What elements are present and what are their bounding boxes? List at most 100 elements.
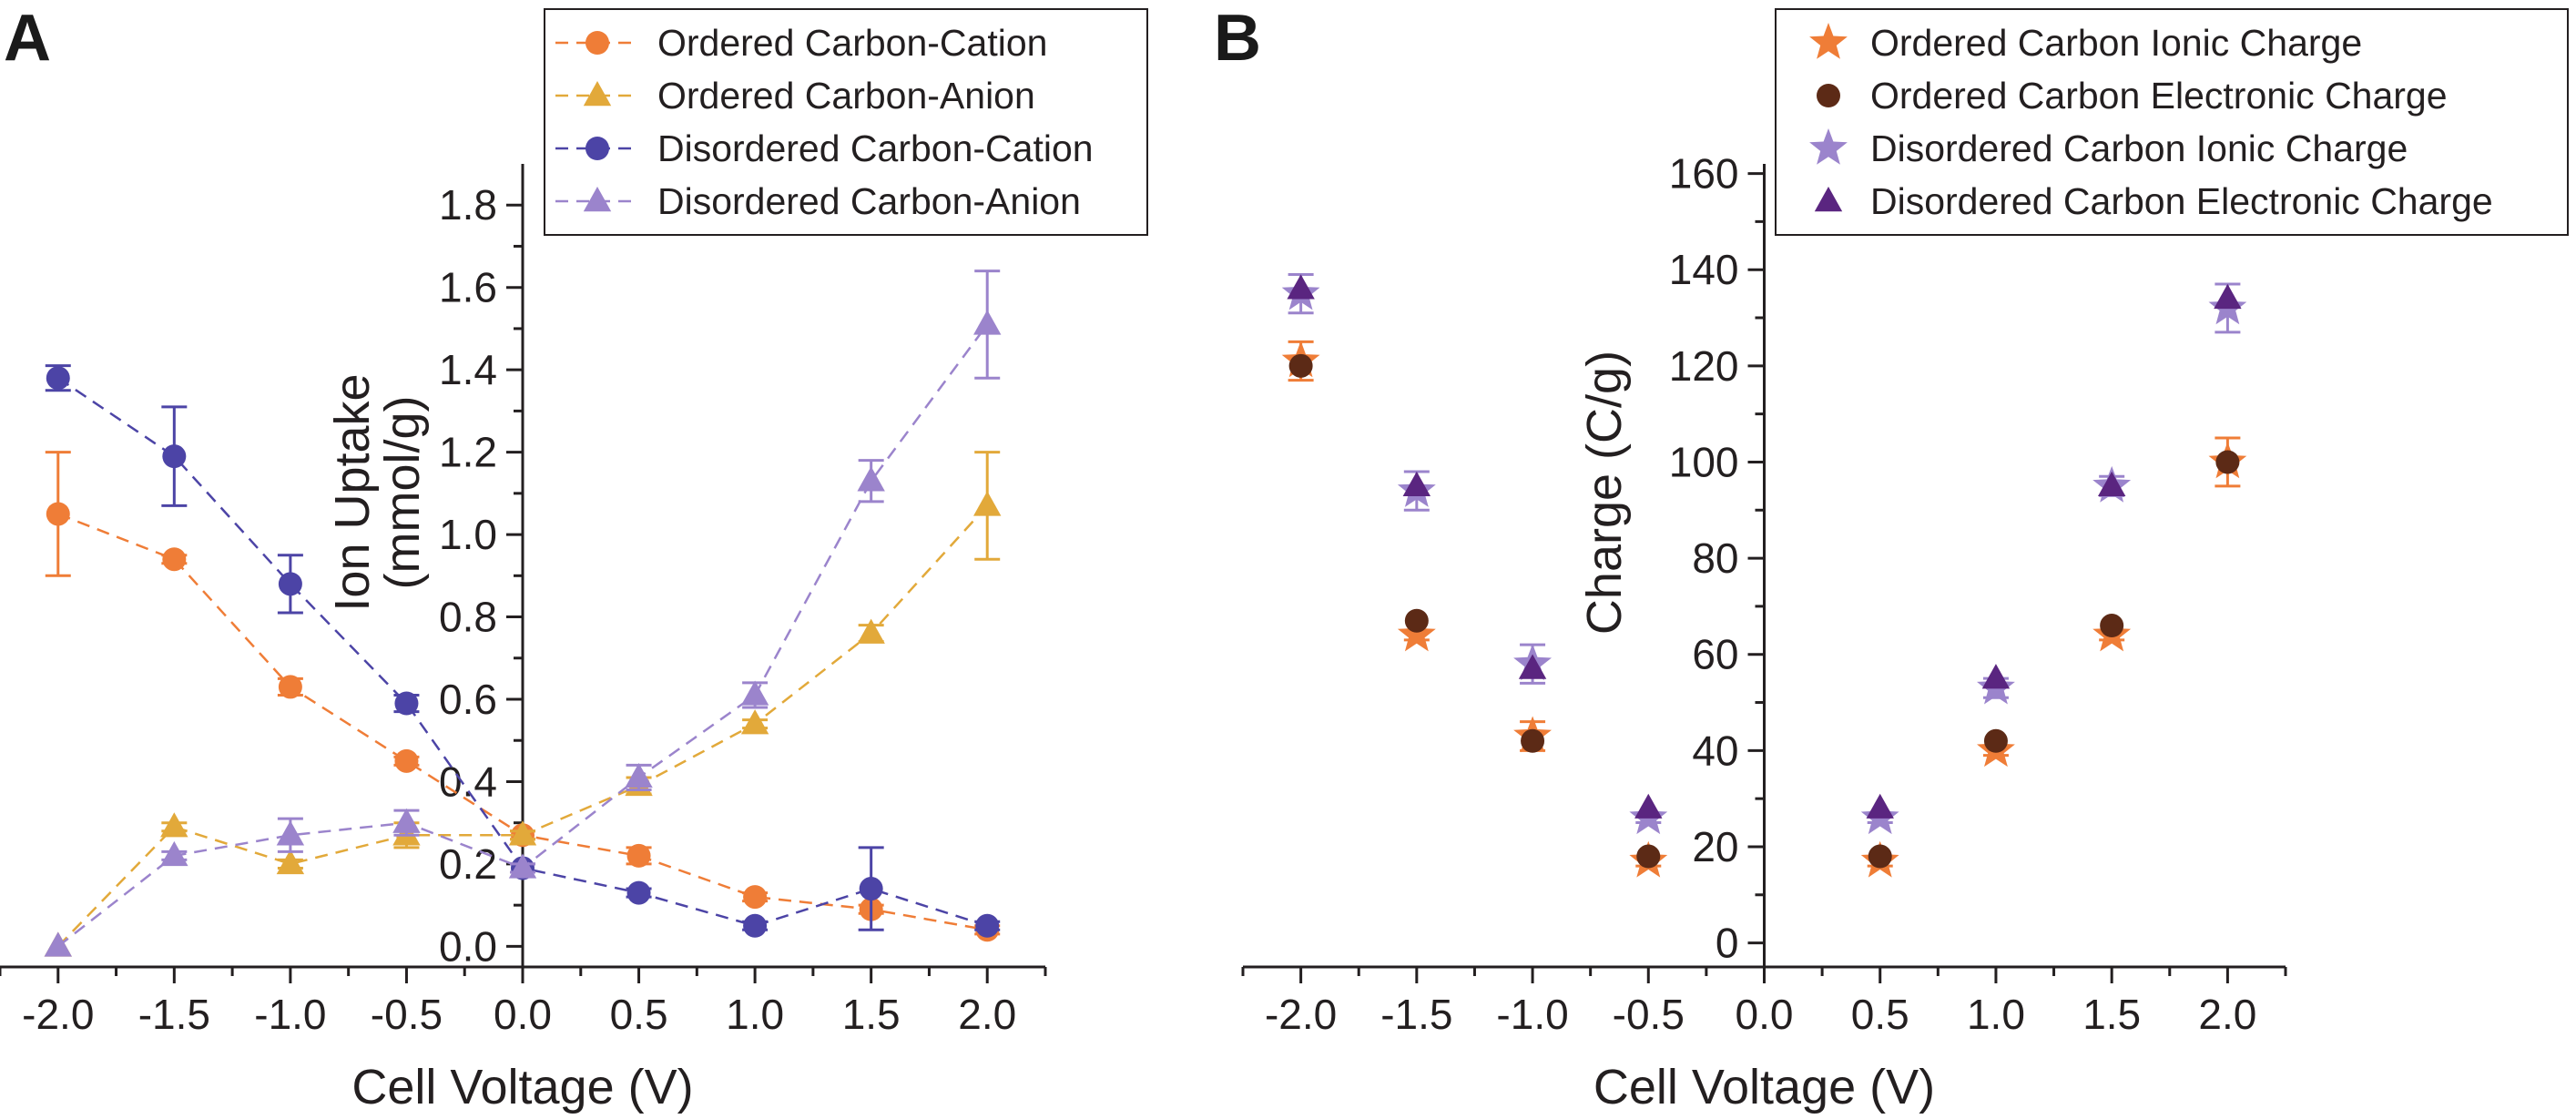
data-point (1288, 353, 1313, 378)
data-point (1868, 844, 1892, 869)
panel-b: B -2.0 -1.5 -1.0 -0.5 0.0 0.5 1.0 1.5 2.0 0 20 40 60… (1214, 2, 2569, 1114)
y-tick-label: 1.8 (439, 181, 497, 229)
y-tick-label: 40 (1692, 727, 1738, 774)
x-tick-label: 0.0 (1736, 991, 1794, 1038)
data-point (626, 843, 651, 868)
data-point (626, 880, 651, 905)
y-tick-label: 0.4 (439, 758, 497, 805)
legend-marker (585, 137, 609, 160)
data-point (857, 466, 885, 492)
x-tick-label: -2.0 (1265, 991, 1337, 1038)
y-tick-label: 1.2 (439, 429, 497, 476)
y-tick-label: 0.0 (439, 922, 497, 970)
legend-box (544, 8, 1148, 236)
y-axis-label: Charge (C/g) (1577, 351, 1632, 635)
data-point (508, 820, 537, 846)
data-point (44, 931, 72, 957)
data-point (857, 618, 885, 644)
data-point (1983, 728, 2008, 753)
panel-b-letter: B (1214, 2, 1261, 75)
data-point (743, 885, 768, 910)
x-axis-label: Cell Voltage (V) (351, 1060, 693, 1114)
data-point (973, 310, 1002, 335)
x-tick-label: 0.5 (610, 991, 668, 1038)
data-point (160, 812, 188, 838)
x-tick-label: -1.0 (254, 991, 326, 1038)
x-axis-label: Cell Voltage (V) (1593, 1060, 1935, 1114)
y-tick-label: 1.6 (439, 264, 497, 311)
x-tick-label: -2.0 (22, 991, 94, 1038)
legend-marker (585, 31, 609, 55)
x-tick-label: 0.5 (1851, 991, 1909, 1038)
data-point (278, 675, 302, 699)
legend: Ordered Carbon Ionic Charge Ordered Carbo… (1775, 8, 2569, 236)
x-tick-label: -0.5 (371, 991, 443, 1038)
x-tick-label: 1.0 (1967, 991, 2025, 1038)
data-point (973, 491, 1002, 516)
data-point (276, 849, 305, 875)
x-tick-label: -0.5 (1613, 991, 1685, 1038)
data-point (1518, 654, 1547, 679)
legend-marker (583, 81, 612, 107)
y-tick-label: 0.6 (439, 676, 497, 723)
legend-label: Ordered Carbon-Cation (657, 22, 1047, 64)
legend-marker (1814, 187, 1843, 212)
panel-a: A -2.0 -1.5 -1.0 -0.5 0.0 0.5 1.0 1.5 2.0 0.0 0.2 0… (0, 2, 1148, 1114)
data-point (394, 748, 419, 773)
legend-label: Ordered Carbon-Anion (657, 75, 1035, 117)
data-point (160, 840, 188, 867)
data-point (1634, 793, 1663, 819)
series-disordered-carbon-electronic-charge (1287, 274, 2242, 819)
data-point (162, 547, 187, 572)
legend-marker (583, 187, 612, 212)
legend-label: Disordered Carbon Ionic Charge (1870, 127, 2408, 169)
y-tick-label: 1.4 (439, 346, 497, 393)
legend-label: Disordered Carbon-Anion (657, 180, 1081, 222)
legend: Ordered Carbon-Cation Ordered Carbon-Anio… (544, 8, 1148, 236)
x-tick-label: 1.0 (726, 991, 784, 1038)
data-point (1402, 471, 1431, 497)
x-tick-label: -1.5 (138, 991, 210, 1038)
x-tick-label: 0.0 (494, 991, 552, 1038)
y-tick-label: 0.8 (439, 594, 497, 641)
data-point (2214, 283, 2242, 310)
data-point (46, 502, 70, 526)
data-point (2097, 471, 2126, 497)
y-tick-label: 120 (1669, 342, 1739, 390)
data-point (394, 691, 419, 716)
data-point (1866, 793, 1894, 819)
data-point (2100, 614, 2124, 638)
y-axis-label-line2: (mmol/g) (375, 396, 430, 590)
x-tick-label: -1.5 (1380, 991, 1452, 1038)
data-point (508, 853, 537, 879)
y-axis-label-line1: Ion Uptake (325, 373, 380, 611)
data-point (162, 444, 187, 469)
data-point (2215, 450, 2240, 474)
x-tick-label: -1.0 (1496, 991, 1568, 1038)
y-tick-label: 160 (1669, 150, 1739, 198)
panel-a-letter: A (4, 2, 51, 75)
data-point (278, 572, 302, 596)
data-point (625, 762, 653, 788)
legend-label: Disordered Carbon Electronic Charge (1870, 180, 2493, 222)
data-point (46, 366, 70, 391)
data-point (1287, 274, 1315, 300)
x-tick-label: 1.5 (842, 991, 901, 1038)
series-ordered-carbon-electronic-charge (1288, 353, 2240, 869)
y-tick-label: 80 (1692, 534, 1738, 582)
x-tick-label: 2.0 (2198, 991, 2256, 1038)
legend-marker (1809, 128, 1848, 165)
legend-marker (1817, 84, 1840, 107)
data-point (740, 680, 769, 706)
y-tick-label: 140 (1669, 246, 1739, 293)
data-point (1521, 728, 1545, 753)
data-point (743, 913, 768, 938)
x-tick-label: 2.0 (958, 991, 1016, 1038)
y-tick-label: 0 (1716, 920, 1739, 967)
y-tick-label: 60 (1692, 631, 1738, 678)
data-point (859, 877, 883, 901)
y-tick-label: 100 (1669, 438, 1739, 485)
data-point (1981, 664, 2011, 689)
y-tick-label: 1.0 (439, 511, 497, 558)
